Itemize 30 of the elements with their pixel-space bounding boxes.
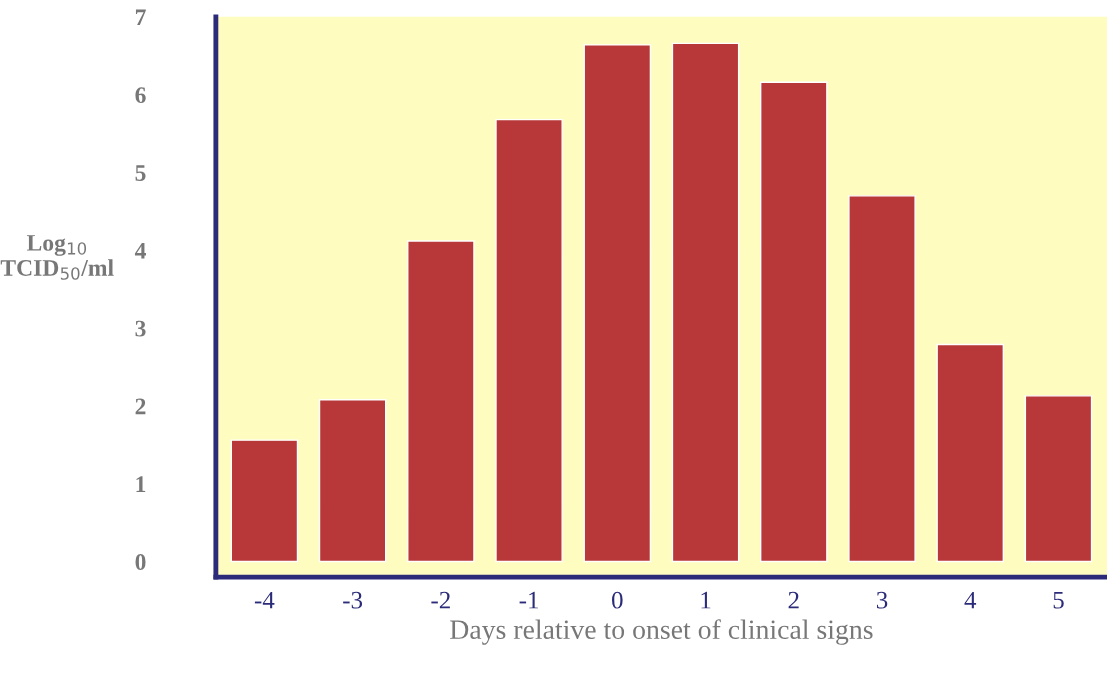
- bar: [759, 81, 828, 563]
- x-tick-label: -3: [343, 591, 363, 609]
- x-tick-label: 2: [788, 591, 799, 609]
- y-tick-label: 1: [136, 476, 146, 492]
- x-tick-label: 0: [612, 591, 623, 609]
- x-tick-label: 5: [1053, 591, 1064, 609]
- bar: [671, 42, 740, 563]
- bar: [230, 439, 299, 563]
- bar: [495, 118, 563, 563]
- y-tick-label: 6: [135, 87, 146, 104]
- y-tick-label: 2: [135, 398, 146, 415]
- bar: [1024, 395, 1093, 563]
- x-tick-label: -1: [519, 591, 538, 609]
- y-tick-label: 4: [134, 242, 146, 259]
- y-tick-label: 5: [135, 165, 146, 181]
- bar: [848, 195, 916, 563]
- bar: [407, 240, 475, 563]
- x-axis-title: Days relative to onset of clinical signs: [450, 619, 873, 645]
- x-tick-label: 1: [701, 591, 711, 609]
- x-tick-label: 4: [964, 591, 977, 609]
- bar: [583, 44, 652, 563]
- y-axis-title: Log$_{10}$ TCID$_{50}$/ml: [0, 235, 114, 280]
- y-tick-label: 3: [135, 320, 146, 337]
- bar: [318, 399, 387, 563]
- x-tick-label: -4: [254, 591, 275, 609]
- x-tick-label: -2: [431, 591, 450, 609]
- bar: [936, 343, 1005, 563]
- x-tick-label: 3: [876, 591, 888, 609]
- y-tick-label: 0: [135, 554, 146, 570]
- y-tick-label: 7: [135, 9, 146, 26]
